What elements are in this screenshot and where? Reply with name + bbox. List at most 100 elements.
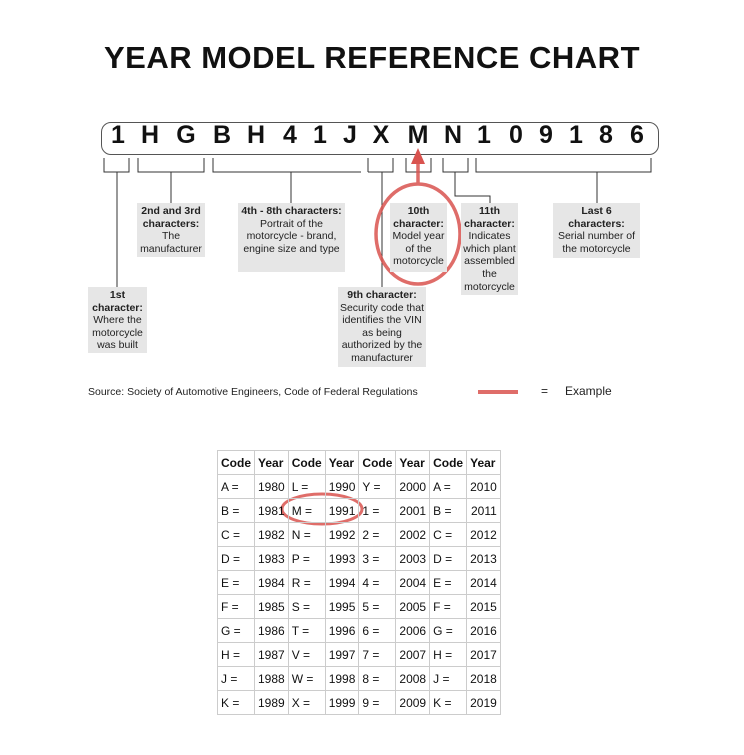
vin-character: N	[443, 121, 463, 149]
year-cell: 2012	[466, 522, 501, 547]
column-header: Year	[254, 450, 289, 475]
code-cell: X =	[287, 690, 326, 715]
year-cell: 1982	[254, 522, 289, 547]
year-cell: 1999	[324, 690, 360, 715]
year-cell: 2001	[395, 498, 431, 523]
table-row: F = 1985 S = 1995 5 = 2005 F = 2015	[217, 594, 501, 619]
year-cell: 1984	[254, 570, 289, 595]
code-cell: 8 =	[358, 666, 397, 691]
table-row: K = 1989 X = 1999 9 = 2009 K = 2019	[217, 690, 501, 715]
vin-character: 8	[599, 121, 613, 149]
vin-character: M	[407, 121, 429, 149]
legend-label: Example	[565, 384, 612, 398]
year-code-table: Code Year Code Year Code Year Code Year A = 1980…	[217, 450, 501, 715]
code-cell: 5 =	[358, 594, 397, 619]
vin-character: B	[212, 121, 232, 149]
year-cell: 1993	[324, 546, 360, 571]
code-cell: P =	[287, 546, 326, 571]
year-cell: 2015	[466, 594, 501, 619]
label-1st: 1st character: Where the motorcycle was b…	[88, 287, 147, 353]
source-note: Source: Society of Automotive Engineers,…	[88, 386, 418, 398]
year-cell: 1980	[254, 474, 289, 499]
vin-character: 1	[111, 121, 125, 149]
code-cell: H =	[429, 642, 468, 667]
vin-character: H	[140, 121, 160, 149]
label-4th-8th: 4th - 8th characters: Portrait of the mot…	[238, 203, 345, 272]
year-cell: 2017	[466, 642, 501, 667]
label-2nd-3rd: 2nd and 3rd characters: The manufacturer	[137, 203, 205, 257]
vin-character: X	[372, 121, 390, 149]
year-cell: 2016	[466, 618, 501, 643]
stem-11th	[454, 172, 491, 203]
vin-character: 6	[630, 121, 644, 149]
vin-box	[101, 122, 659, 155]
code-cell: 9 =	[358, 690, 397, 715]
year-cell: 2008	[395, 666, 431, 691]
year-cell: 1994	[324, 570, 360, 595]
code-cell: B =	[217, 498, 255, 523]
year-cell: 1981	[254, 498, 289, 523]
column-header: Code	[217, 450, 255, 475]
vin-character: 1	[569, 121, 583, 149]
year-cell: 2011	[466, 498, 501, 523]
code-cell: E =	[429, 570, 468, 595]
code-cell: D =	[217, 546, 255, 571]
year-cell: 2009	[395, 690, 431, 715]
column-header: Year	[395, 450, 431, 475]
vin-character: H	[246, 121, 266, 149]
code-cell: C =	[429, 522, 468, 547]
code-cell: M =	[287, 498, 326, 523]
code-cell: B =	[429, 498, 468, 523]
code-cell: 4 =	[358, 570, 397, 595]
year-cell: 2005	[395, 594, 431, 619]
label-10th: 10th character: Model year of the motorcy…	[390, 203, 447, 272]
year-cell: 1985	[254, 594, 289, 619]
code-cell: C =	[217, 522, 255, 547]
column-header: Year	[466, 450, 501, 475]
code-cell: N =	[287, 522, 326, 547]
code-cell: A =	[429, 474, 468, 499]
code-cell: 3 =	[358, 546, 397, 571]
code-cell: 1 =	[358, 498, 397, 523]
year-cell: 2003	[395, 546, 431, 571]
table-row: D = 1983 P = 1993 3 = 2003 D = 2013	[217, 546, 501, 571]
vin-character: 1	[313, 121, 327, 149]
year-cell: 2000	[395, 474, 431, 499]
code-cell: R =	[287, 570, 326, 595]
year-cell: 1988	[254, 666, 289, 691]
vin-character: 9	[539, 121, 553, 149]
legend-equals: =	[541, 384, 549, 398]
year-cell: 1991	[324, 498, 360, 523]
year-cell: 2018	[466, 666, 501, 691]
code-cell: K =	[217, 690, 255, 715]
year-cell: 2010	[466, 474, 501, 499]
code-cell: G =	[217, 618, 255, 643]
column-header: Year	[324, 450, 360, 475]
vin-character: G	[176, 121, 196, 149]
year-cell: 1990	[324, 474, 360, 499]
code-cell: K =	[429, 690, 468, 715]
year-cell: 1987	[254, 642, 289, 667]
year-cell: 1995	[324, 594, 360, 619]
label-last6: Last 6 characters: Serial number of the m…	[553, 203, 640, 258]
code-cell: 2 =	[358, 522, 397, 547]
year-cell: 2014	[466, 570, 501, 595]
label-9th: 9th character: Security code that identif…	[338, 287, 426, 367]
column-header: Code	[358, 450, 397, 475]
bracket-last6	[475, 158, 652, 173]
chart-title: YEAR MODEL REFERENCE CHART	[103, 40, 641, 75]
year-cell: 1997	[324, 642, 360, 667]
table-row: J = 1988 W = 1998 8 = 2008 J = 2018	[217, 666, 501, 691]
code-cell: J =	[429, 666, 468, 691]
code-cell: 7 =	[358, 642, 397, 667]
code-cell: L =	[287, 474, 326, 499]
vin-character: 0	[509, 121, 523, 149]
code-cell: T =	[287, 618, 326, 643]
year-cell: 2013	[466, 546, 501, 571]
year-cell: 2006	[395, 618, 431, 643]
year-cell: 2004	[395, 570, 431, 595]
table-row: G = 1986 T = 1996 6 = 2006 G = 2016	[217, 618, 501, 643]
column-header: Code	[429, 450, 468, 475]
year-cell: 2019	[466, 690, 501, 715]
